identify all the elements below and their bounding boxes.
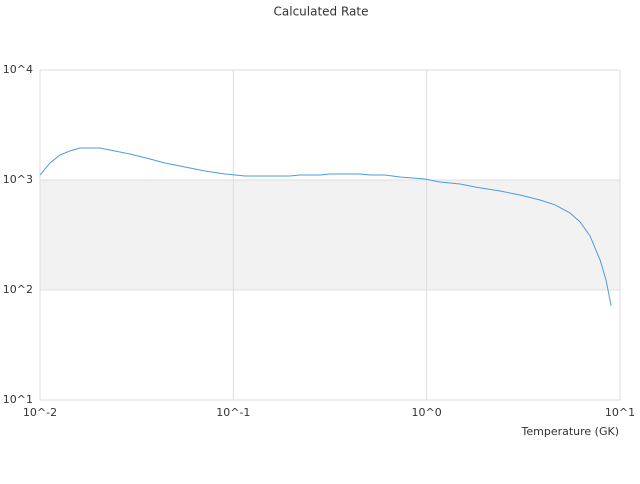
y-tick-label: 10^2 <box>3 283 33 296</box>
x-tick-label: 10^1 <box>605 406 635 419</box>
plot-band <box>40 180 620 290</box>
y-tick-label: 10^1 <box>3 393 33 406</box>
x-tick-label: 10^0 <box>412 406 442 419</box>
y-tick-label: 10^4 <box>3 63 33 76</box>
x-axis-label: Temperature (GK) <box>521 425 620 438</box>
x-tick-label: 10^-2 <box>23 406 57 419</box>
data-line <box>39 147 612 306</box>
chart-title: Calculated Rate <box>274 5 369 19</box>
y-tick-label: 10^3 <box>3 173 33 186</box>
x-tick-label: 10^-1 <box>216 406 250 419</box>
